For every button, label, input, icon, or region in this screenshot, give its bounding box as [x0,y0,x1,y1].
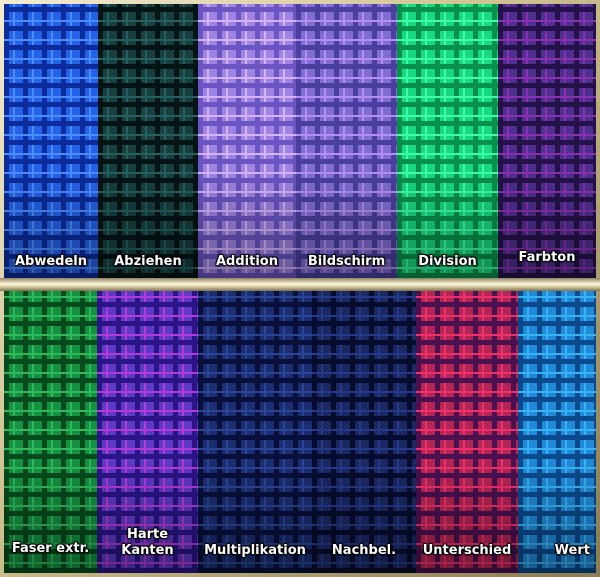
tile-pattern [198,291,312,573]
tile-addition: Addition [198,4,296,278]
tile-label: Nachbel. [331,543,397,558]
tile-pattern [312,291,416,573]
tile-pattern [498,4,596,278]
tile-label: Abziehen [114,254,182,269]
tile-bildschirm: Bildschirm [296,4,397,278]
tile-farbton: Farbton [498,4,596,278]
tile-abwedeln: Abwedeln [4,4,98,278]
tile-abziehen: Abziehen [98,4,198,278]
tile-faser-extr: Faser extr. [4,291,97,573]
tile-label: Bildschirm [307,254,386,269]
frame-divider [0,278,600,291]
tile-pattern [518,291,596,573]
tile-unterschied: Unterschied [416,291,518,573]
top-row: Abwedeln Abziehen Addition Bildschirm Di… [4,4,596,278]
tile-division: Division [397,4,498,278]
tile-pattern [397,4,498,278]
tile-pattern [97,291,198,573]
tile-wert: Wert [518,291,596,573]
tile-label: Addition [216,254,278,269]
tile-label: Harte Kanten [121,527,174,558]
tile-nachbel: Nachbel. [312,291,416,573]
tile-pattern [198,4,296,278]
tile-label: Unterschied [422,543,512,558]
tile-label: Abwedeln [14,254,88,269]
tile-label: Division [418,254,477,269]
tile-pattern [416,291,518,573]
tile-multiplikation: Multiplikation [198,291,312,573]
tile-label: Faser extr. [11,541,90,556]
tile-label: Wert [554,543,590,558]
tile-pattern [296,4,397,278]
tile-label: Farbton [518,250,576,265]
tile-pattern [98,4,198,278]
bottom-row: Faser extr. Harte Kanten Multiplikation … [4,291,596,573]
tile-label: Multiplikation [204,543,306,558]
tile-harte-kanten: Harte Kanten [97,291,198,573]
tile-pattern [4,291,97,573]
tile-pattern [4,4,98,278]
